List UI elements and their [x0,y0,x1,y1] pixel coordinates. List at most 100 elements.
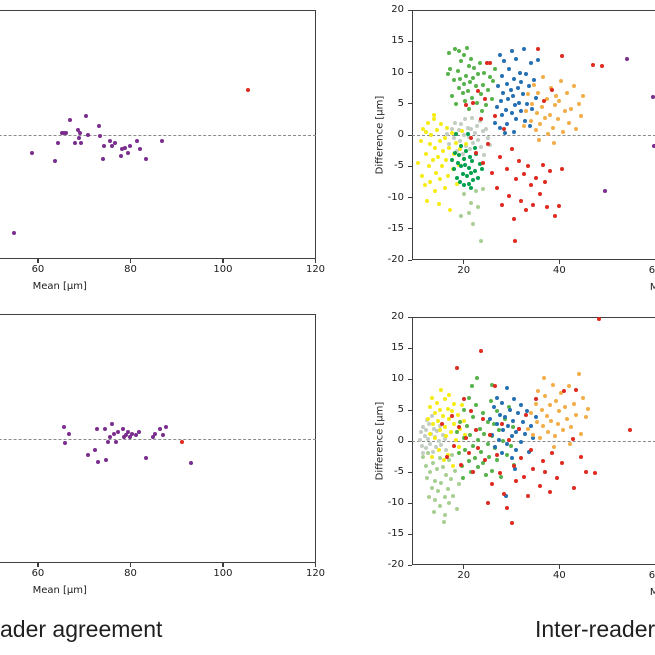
data-point-cluster-orange [554,94,559,99]
x-tick-label: 60 [648,570,655,581]
data-point-cluster-orange [534,420,539,425]
data-point-cluster-green [480,83,485,87]
y-tick [408,378,412,380]
data-point-cluster-green [461,435,466,440]
data-point-cluster-blue [516,100,521,105]
data-point-cluster-emerald [468,154,472,159]
data-point-reader-pair-purple [138,147,143,152]
data-point-cluster-emerald [471,178,476,182]
data-point-cluster-yellow [445,125,450,130]
data-point-cluster-red [533,396,538,401]
data-point-cluster-blue [492,120,497,125]
zero-difference-line [412,441,655,442]
data-point-cluster-emerald [469,185,474,190]
data-point-cluster-silver [444,447,449,452]
x-axis-label: Mean [μm] [32,585,87,596]
data-point-cluster-red [560,54,565,59]
data-point-reader-pair-purple [108,139,113,144]
data-point-cluster-orange [530,101,535,106]
data-point-cluster-green [463,98,468,103]
data-point-cluster-orange [547,403,552,408]
data-point-cluster-emerald [452,167,457,172]
data-point-cluster-blue [495,104,500,109]
data-point-cluster-emerald [476,175,481,180]
data-point-cluster-green [485,442,490,447]
data-point-reader-pair-purple [188,460,193,465]
data-point-cluster-red [464,103,469,107]
data-point-cluster-yellow [457,163,461,167]
data-point-cluster-emerald [463,163,468,167]
data-point-cluster-green [458,420,463,425]
data-point-cluster-green [471,443,476,448]
data-point-cluster-red [543,470,548,474]
data-point-cluster-red [540,163,545,167]
data-point-cluster-silver [439,442,444,447]
data-point-cluster-red [490,482,495,487]
data-point-cluster-palegreen [440,465,445,470]
data-point-cluster-silver [417,437,422,442]
data-point-cluster-red [483,457,488,462]
data-point-cluster-emerald [473,146,478,151]
data-point-cluster-blue [519,79,524,84]
data-point-cluster-red [440,421,445,426]
x-tick-label: 100 [213,264,233,275]
data-point-cluster-emerald [461,156,466,161]
data-point-cluster-green [490,468,495,473]
data-point-cluster-yellow [439,388,444,393]
data-point-cluster-green [501,439,505,443]
data-point-cluster-blue [497,125,502,130]
data-point-cluster-red [473,150,478,155]
data-point-reader-pair-purple [115,430,120,435]
data-point-cluster-green [466,64,471,69]
x-tick [463,260,465,264]
data-point-cluster-yellow [431,421,436,426]
data-point-cluster-orange [576,101,581,106]
data-point-cluster-green [470,95,475,100]
data-point-cluster-orange [581,93,586,98]
x-tick-label: 20 [457,265,471,276]
data-point-cluster-green [497,427,502,432]
data-point-cluster-yellow [418,139,423,144]
data-point-cluster-blue [495,395,500,400]
data-point-reader-pair-purple [29,150,34,155]
data-point-cluster-silver [480,129,485,134]
data-point-cluster-yellow [454,437,459,442]
data-point-cluster-green [475,375,480,380]
data-point-cluster-red [490,170,495,175]
data-point-cluster-palegreen [459,214,464,219]
data-point-cluster-blue [507,408,512,412]
data-point-cluster-red [540,458,545,463]
data-point-cluster-blue [504,442,509,447]
data-point-cluster-green [472,456,477,461]
data-point-cluster-emerald [468,170,473,175]
zero-difference-line [412,135,655,136]
y-tick-label: 20 [391,4,404,15]
data-point-cluster-palegreen [426,451,431,456]
data-point-cluster-yellow [459,129,464,134]
data-point-cluster-green [495,457,500,462]
y-tick [408,40,412,42]
data-point-cluster-red [461,396,466,401]
data-point-cluster-silver [430,450,435,455]
y-tick-label: -15 [387,528,404,539]
data-point-cluster-orange [566,120,571,125]
y-tick [408,72,412,74]
data-point-cluster-green [483,103,488,107]
data-point-cluster-blue [512,76,516,81]
data-point-cluster-red [476,89,481,94]
data-point-cluster-blue [519,109,524,114]
y-tick-label: 15 [391,342,404,353]
data-point-cluster-red [531,466,536,471]
y-tick-label: 0 [397,435,404,446]
data-point-cluster-orange [537,138,542,142]
data-point-cluster-red [484,60,489,65]
data-point-cluster-green [464,45,469,50]
data-point-cluster-silver [449,126,454,131]
data-point-cluster-palegreen [468,200,473,205]
data-point-cluster-blue [521,46,526,51]
data-point-reader-pair-purple [78,130,83,135]
y-tick-label: 15 [391,35,404,47]
data-point-reader-pair-purple [144,157,149,162]
data-point-cluster-palegreen [429,485,434,490]
